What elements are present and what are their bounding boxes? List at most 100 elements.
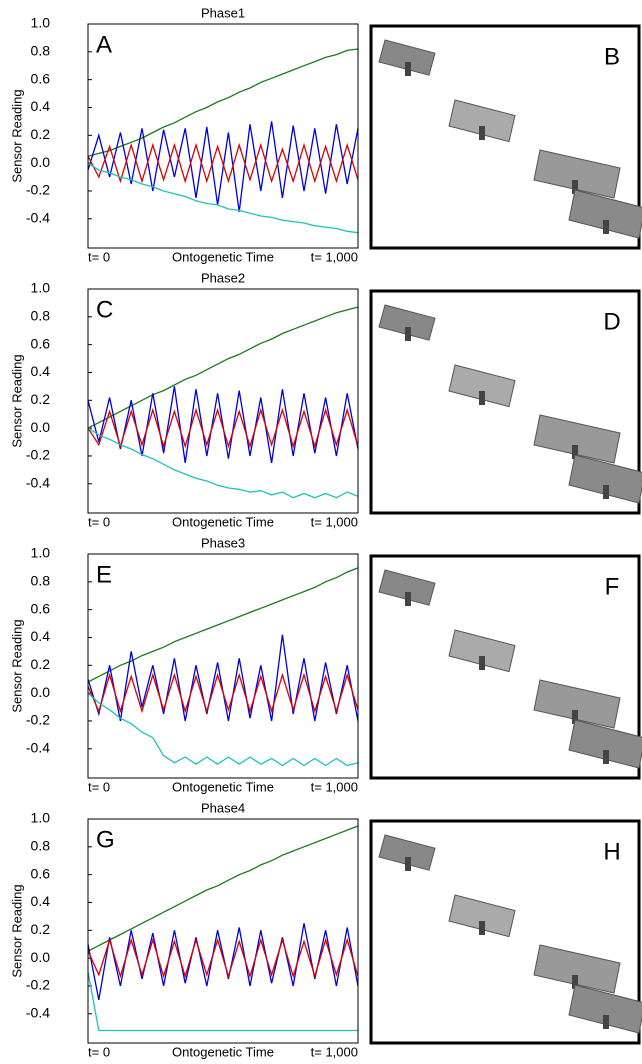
y-tick-label: 0.4 — [31, 893, 51, 909]
robot-segment — [533, 679, 621, 729]
series-line — [87, 692, 359, 767]
chart-title: Phase4 — [201, 800, 245, 815]
y-tick-label: -0.2 — [26, 182, 50, 198]
series-line — [87, 48, 359, 157]
robot-leg — [603, 220, 609, 234]
robot-leg — [479, 391, 485, 405]
image-label: H — [603, 838, 620, 865]
robot-leg — [572, 445, 578, 459]
robot-segment — [568, 189, 642, 239]
series-line — [87, 937, 359, 979]
robot-segment — [448, 99, 516, 143]
x-tick-label: t= 1,000 — [311, 514, 358, 529]
series-line — [87, 162, 359, 234]
plot-frame — [87, 23, 359, 249]
robot-leg — [405, 857, 411, 871]
y-tick-label: 0.0 — [31, 419, 51, 435]
x-tick-label: t= 1,000 — [311, 1044, 358, 1059]
chart-panel: Phase3 E Sensor Reading Ontogenetic Time 1.0… — [9, 535, 642, 794]
x-axis-label: Ontogenetic Time — [172, 779, 274, 794]
y-tick-label: 0.0 — [31, 684, 51, 700]
robot-leg — [405, 327, 411, 341]
robot-leg — [479, 921, 485, 935]
x-tick-label: t= 0 — [88, 249, 110, 264]
series-line — [87, 407, 359, 449]
robot-segment — [533, 944, 621, 994]
robot-segment — [378, 834, 436, 871]
y-tick-label: -0.2 — [26, 712, 50, 728]
robot-segment — [378, 304, 436, 341]
y-tick-label: 0.8 — [31, 43, 51, 59]
y-axis-label: Sensor Reading — [9, 354, 24, 447]
x-tick-label: t= 0 — [88, 514, 110, 529]
robot-leg — [603, 485, 609, 499]
y-tick-label: 0.8 — [31, 838, 51, 854]
y-tick-label: 0.6 — [31, 600, 51, 616]
robot-leg — [603, 750, 609, 764]
chart-panel: Phase4 G Sensor Reading Ontogenetic Time 1.0… — [9, 800, 642, 1059]
robot-leg — [479, 126, 485, 140]
plot-frame — [87, 288, 359, 514]
y-axis-label: Sensor Reading — [9, 89, 24, 182]
series-line — [87, 427, 359, 499]
series-line — [87, 825, 359, 952]
robot-leg — [572, 710, 578, 724]
y-tick-label: 0.2 — [31, 126, 51, 142]
y-tick-label: 0.2 — [31, 391, 51, 407]
series-line — [87, 672, 359, 714]
y-tick-label: -0.2 — [26, 977, 50, 993]
robot-segment — [533, 149, 621, 199]
robot-leg — [572, 180, 578, 194]
image-label: D — [603, 308, 620, 335]
y-tick-label: 0.4 — [31, 628, 51, 644]
y-tick-label: -0.4 — [26, 739, 50, 755]
y-tick-label: 0.2 — [31, 921, 51, 937]
y-tick-label: 0.8 — [31, 308, 51, 324]
panel-label: A — [96, 31, 112, 58]
robot-segment — [378, 39, 436, 76]
y-tick-label: 0.4 — [31, 98, 51, 114]
robot-segment — [448, 894, 516, 938]
x-tick-label: t= 1,000 — [311, 249, 358, 264]
chart-title: Phase3 — [201, 535, 245, 550]
y-tick-label: 1.0 — [31, 810, 51, 826]
y-axis-label: Sensor Reading — [9, 884, 24, 977]
robot-leg — [603, 1015, 609, 1029]
robot-segment — [568, 719, 642, 769]
y-tick-label: -0.4 — [26, 474, 50, 490]
y-tick-label: 0.6 — [31, 70, 51, 86]
y-tick-label: 0.0 — [31, 154, 51, 170]
robot-leg — [405, 592, 411, 606]
y-tick-label: 0.4 — [31, 363, 51, 379]
chart-panel: Phase2 C Sensor Reading Ontogenetic Time 1.0… — [9, 270, 642, 529]
series-line — [87, 634, 359, 722]
image-label: F — [605, 573, 620, 600]
panel-label: G — [96, 826, 115, 853]
robot-leg — [572, 975, 578, 989]
y-tick-label: -0.4 — [26, 209, 50, 225]
robot-segment — [378, 569, 436, 606]
panel-label: C — [96, 296, 113, 323]
y-tick-label: -0.4 — [26, 1004, 50, 1020]
robot-leg — [479, 656, 485, 670]
x-axis-label: Ontogenetic Time — [172, 249, 274, 264]
x-tick-label: t= 0 — [88, 1044, 110, 1059]
y-tick-label: 0.8 — [31, 573, 51, 589]
series-line — [87, 923, 359, 1001]
y-tick-label: 0.6 — [31, 335, 51, 351]
chart-panel: Phase1 A Sensor Reading Ontogenetic Time 1.0… — [9, 5, 642, 264]
series-line — [87, 142, 359, 184]
robot-segment — [448, 629, 516, 673]
y-tick-label: 1.0 — [31, 15, 51, 31]
plot-frame — [87, 818, 359, 1044]
chart-title: Phase2 — [201, 270, 245, 285]
series-line — [87, 971, 358, 1032]
robot-segment — [568, 984, 642, 1034]
chart-title: Phase1 — [201, 5, 245, 20]
y-tick-label: -0.2 — [26, 447, 50, 463]
y-tick-label: 0.2 — [31, 656, 51, 672]
y-tick-label: 0.6 — [31, 865, 51, 881]
robot-segment — [533, 414, 621, 464]
